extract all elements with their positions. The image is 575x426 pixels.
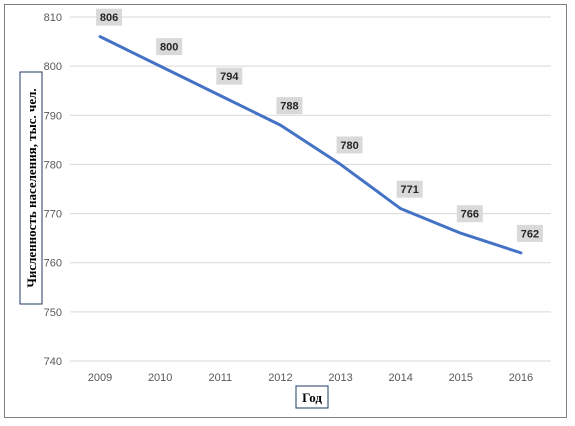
x-tick-label: 2014 [388,372,412,384]
data-label-box [396,180,423,198]
y-tick-label: 800 [44,61,62,73]
x-tick-label: 2012 [268,372,292,384]
y-tick-label: 760 [44,258,62,270]
x-tick-label: 2013 [328,372,352,384]
data-label-box [516,224,543,242]
data-label: 794 [220,71,239,83]
data-label-box [456,205,483,223]
gridlines [70,16,551,362]
data-label-box [276,97,303,115]
y-axis-title-box [19,71,43,305]
y-tick-label: 780 [44,159,62,171]
data-label: 788 [280,101,298,113]
y-axis-title: Численность населения, тыс. чел. [24,88,39,287]
x-tick-label: 2011 [208,372,232,384]
y-tick-label: 750 [44,307,62,319]
data-label: 762 [521,228,539,240]
data-label-box [96,8,123,26]
data-label: 800 [160,42,178,54]
series-layer [98,35,523,255]
x-axis-title-box [295,385,329,409]
y-tick-label: 740 [44,356,62,368]
y-tick-label: 770 [44,209,62,221]
x-axis-ticks: 2009 2010 2011 2012 2013 2014 2015 2016 [88,372,533,384]
y-tick-label: 810 [44,12,62,24]
x-tick-label: 2016 [509,372,533,384]
data-label-box [156,38,183,56]
x-tick-label: 2010 [148,372,172,384]
series-line [98,35,523,255]
data-label: 806 [100,12,118,24]
data-labels: 806 800 794 788 780 771 766 762 [96,8,543,242]
x-tick-label: 2015 [449,372,473,384]
data-label: 766 [461,209,479,221]
data-label: 771 [401,184,419,196]
y-axis-ticks: 740 750 760 770 780 790 800 810 [44,12,62,368]
x-tick-label: 2009 [88,372,112,384]
data-label-box [216,67,243,85]
y-tick-label: 790 [44,110,62,122]
x-axis-title: Год [302,390,322,405]
data-label: 780 [340,140,358,152]
data-label-box [336,136,363,154]
